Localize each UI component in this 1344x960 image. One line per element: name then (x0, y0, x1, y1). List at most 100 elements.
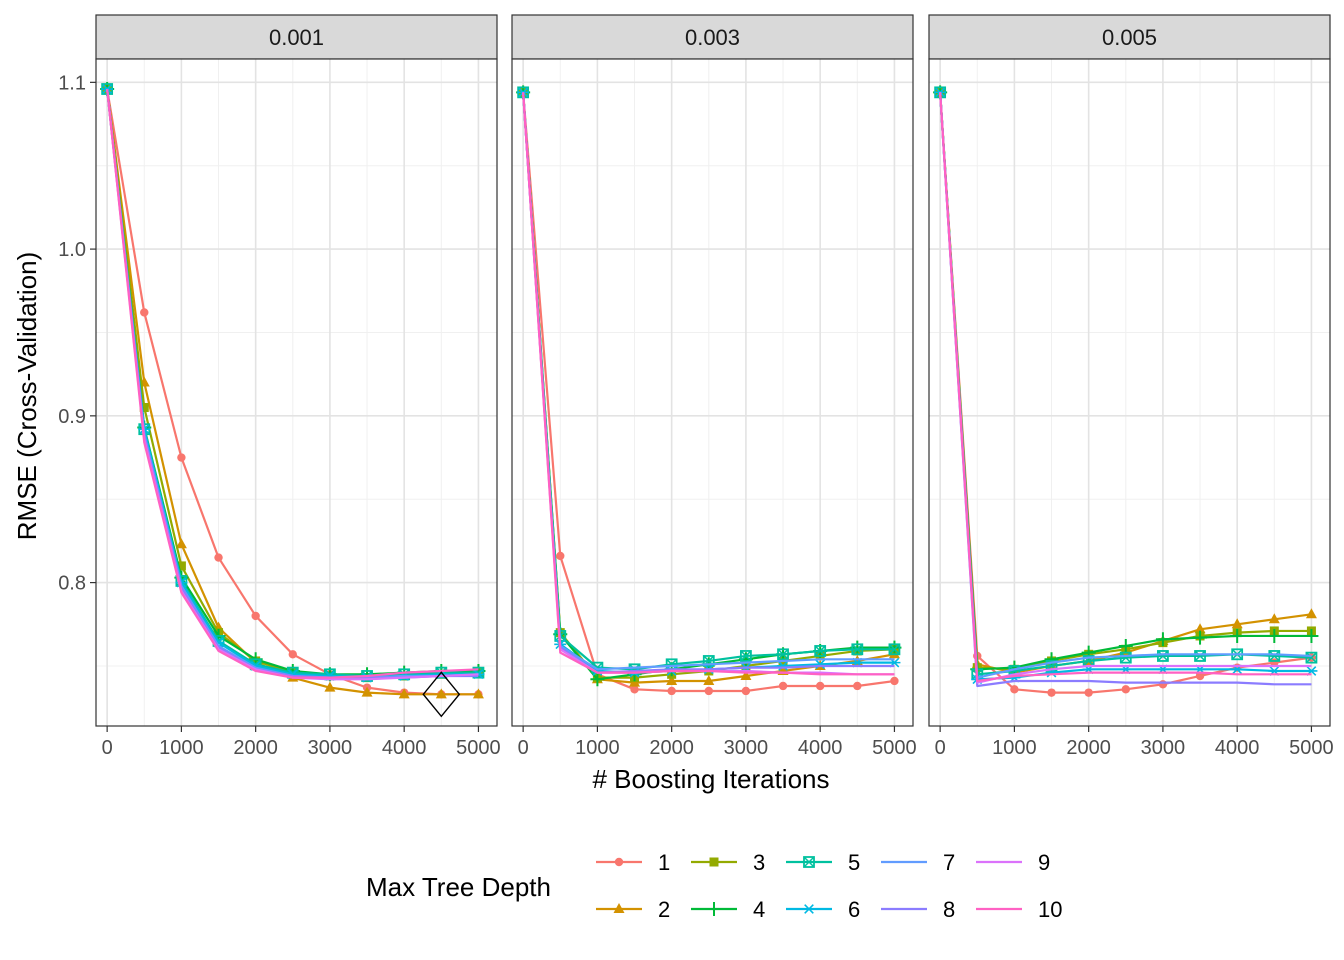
plot-background (512, 59, 913, 726)
data-point-1 (1010, 685, 1019, 694)
y-tick-label: 0.8 (58, 573, 86, 595)
data-point-5 (1194, 650, 1206, 662)
data-point-1 (778, 681, 788, 691)
legend-label: 6 (848, 897, 860, 922)
legend-label: 4 (753, 897, 765, 922)
legend-item-10: 10 (976, 897, 1062, 922)
x-tick-label: 3000 (1141, 737, 1186, 759)
best-marker (422, 671, 461, 718)
x-tick-label: 2000 (649, 737, 694, 759)
x-tick-label: 2000 (1066, 737, 1111, 759)
data-point-1 (1121, 685, 1130, 694)
x-tick-label: 1000 (159, 737, 204, 759)
data-point-1 (1232, 663, 1242, 672)
data-point-4 (1193, 630, 1208, 645)
y-axis-title: RMSE (Cross-Validation) (12, 252, 42, 540)
legend-key-marker (803, 904, 815, 914)
data-point-1 (853, 681, 862, 691)
legend-key-marker (709, 857, 719, 867)
legend-label: 7 (943, 850, 955, 875)
series-line-7 (939, 92, 1312, 679)
legend-label: 2 (658, 897, 670, 922)
x-tick-label: 0 (518, 737, 529, 759)
x-tick-label: 1000 (992, 737, 1037, 759)
data-point-5 (1157, 650, 1169, 662)
data-point-5 (814, 645, 827, 657)
series-line-7 (522, 92, 895, 671)
panel-border (511, 58, 914, 727)
data-point-1 (1084, 688, 1093, 697)
y-tick-label: 1.0 (58, 239, 86, 261)
data-point-2 (1231, 618, 1243, 629)
x-tick-label: 3000 (308, 737, 353, 759)
x-tick-label: 5000 (872, 737, 917, 759)
legend-title: Max Tree Depth (366, 872, 551, 902)
legend-key-marker (707, 902, 721, 916)
facet-strip-label: 0.003 (685, 25, 740, 50)
legend-item-4: 4 (691, 897, 765, 922)
legend-item-8: 8 (881, 897, 955, 922)
series-line-8 (939, 92, 1312, 688)
data-point-5 (740, 650, 752, 662)
legend-key-marker (803, 856, 815, 868)
x-tick-label: 1000 (575, 737, 620, 759)
data-point-2 (1194, 623, 1206, 634)
legend-label: 9 (1038, 850, 1050, 875)
x-tick-label: 4000 (798, 737, 843, 759)
data-point-5 (851, 643, 864, 656)
data-point-1 (630, 685, 639, 694)
x-tick-label: 0 (935, 737, 946, 759)
data-point-4 (1267, 628, 1282, 643)
data-point-6 (934, 87, 947, 98)
legend: Max Tree Depth 1 2 3 4 5 6 7 8 9 10 (366, 850, 1062, 922)
facet-panel-3: 0.005 0 1000 2000 3000 4000 5000 (928, 14, 1334, 759)
legend-item-7: 7 (881, 850, 955, 875)
y-tick-label: 1.1 (58, 72, 86, 94)
plot-background (96, 59, 497, 726)
data-point-4 (1304, 628, 1319, 643)
legend-key-marker (614, 857, 624, 867)
data-point-2 (361, 686, 373, 697)
facet-strip (928, 14, 1331, 60)
legend-item-1: 1 (596, 850, 670, 875)
data-point-4 (1118, 638, 1133, 653)
data-point-6 (777, 661, 790, 671)
panel-border (95, 58, 498, 727)
facet-strip-label: 0.001 (269, 25, 324, 50)
data-point-1 (556, 551, 565, 561)
data-point-2 (435, 688, 447, 699)
series-group (100, 82, 486, 699)
data-point-5 (1305, 651, 1318, 664)
data-point-6 (517, 87, 530, 98)
data-point-2 (175, 538, 187, 549)
legend-item-2: 2 (596, 897, 670, 922)
data-point-5 (888, 643, 901, 656)
legend-item-9: 9 (976, 850, 1050, 875)
data-point-1 (1158, 680, 1168, 689)
facet-strip-label: 0.005 (1102, 25, 1157, 50)
legend-item-6: 6 (786, 897, 860, 922)
data-point-1 (288, 650, 297, 659)
data-point-4 (1230, 628, 1245, 643)
panel-border (928, 58, 1331, 727)
facet-strip (511, 14, 914, 60)
data-point-1 (1195, 671, 1205, 681)
data-point-1 (704, 686, 713, 696)
series-line-10 (939, 92, 1312, 683)
data-point-1 (815, 681, 825, 691)
data-point-4 (1044, 652, 1059, 667)
x-tick-label: 5000 (1289, 737, 1334, 759)
data-point-2 (472, 688, 484, 699)
legend-label: 8 (943, 897, 955, 922)
data-point-2 (398, 688, 410, 699)
x-tick-label: 3000 (724, 737, 769, 759)
data-point-1 (140, 308, 149, 317)
data-point-2 (703, 674, 715, 685)
legend-label: 5 (848, 850, 860, 875)
data-point-1 (890, 676, 899, 686)
series-group (933, 85, 1319, 697)
data-point-2 (1305, 608, 1317, 619)
data-point-5 (1268, 650, 1281, 662)
